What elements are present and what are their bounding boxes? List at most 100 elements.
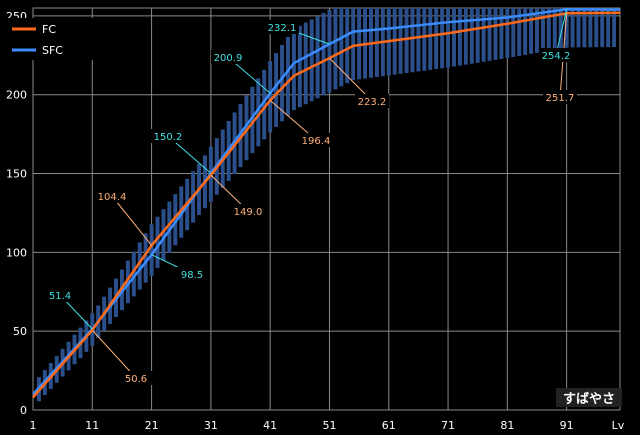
- range-bar: [143, 233, 148, 283]
- range-bar: [546, 8, 551, 51]
- range-bar: [131, 251, 136, 297]
- annotation-bg: [355, 94, 389, 108]
- range-bar: [481, 8, 486, 62]
- range-bar: [511, 8, 516, 57]
- x-tick-label: 11: [85, 419, 99, 432]
- range-bar: [238, 103, 243, 168]
- range-bars: [36, 8, 617, 402]
- range-bar: [570, 8, 575, 48]
- annotation-bg: [43, 288, 77, 302]
- annotation-label: 149.0: [234, 207, 263, 218]
- annotation-bg: [543, 90, 577, 104]
- range-bar: [256, 78, 261, 147]
- annotation-label: 251.7: [546, 93, 575, 104]
- range-bar: [351, 8, 356, 81]
- range-bar: [446, 8, 451, 68]
- range-bar: [428, 8, 433, 70]
- x-tick-label-lv: Lv: [612, 419, 625, 432]
- x-tick-label: 21: [145, 419, 159, 432]
- range-bar: [588, 8, 593, 48]
- annotation-label: 196.4: [302, 136, 331, 147]
- range-bar: [291, 28, 296, 111]
- range-bar: [487, 8, 492, 61]
- x-tick-labels: 1 11 21 31 41 51 61 71 81 91 Lv: [30, 419, 625, 432]
- range-bar: [149, 224, 154, 276]
- range-bar: [327, 9, 332, 93]
- legend-sfc-label: SFC: [42, 44, 63, 57]
- range-bar: [440, 8, 445, 69]
- annotation-bg: [151, 129, 185, 143]
- range-bar: [410, 8, 415, 73]
- legend-box: [6, 18, 98, 60]
- range-bar: [594, 8, 599, 48]
- annotation-leader: [111, 195, 152, 246]
- legend: FC SFC: [6, 18, 98, 60]
- range-bar: [244, 95, 249, 161]
- x-tick-label: 51: [322, 419, 336, 432]
- x-tick-label: 41: [263, 419, 277, 432]
- range-bar: [564, 8, 569, 48]
- range-bar: [475, 8, 480, 63]
- annotation-bg: [265, 20, 299, 34]
- range-bar: [315, 16, 320, 99]
- annotation-label: 223.2: [358, 97, 387, 108]
- range-bar: [558, 8, 563, 49]
- annotation-label: 98.5: [181, 270, 203, 281]
- range-bar: [398, 8, 403, 74]
- x-tick-label: 71: [441, 419, 455, 432]
- y-tick-label: 50: [13, 325, 27, 338]
- y-tick-label: 200: [6, 89, 27, 102]
- range-bar: [339, 8, 344, 87]
- annotation-bg: [299, 133, 333, 147]
- annotations: 51.4 50.6 104.4 98.5 150.2 149.0 200.9 196.4 232…: [43, 20, 577, 385]
- range-bar: [303, 22, 308, 105]
- range-bar: [540, 8, 545, 52]
- range-bar: [493, 8, 498, 60]
- range-bar: [451, 8, 456, 67]
- range-bar: [434, 8, 439, 70]
- range-bar: [582, 8, 587, 48]
- range-bar: [137, 242, 142, 290]
- annotation-label: 50.6: [125, 374, 147, 385]
- annotation-label: 104.4: [98, 192, 127, 203]
- annotation-bg: [119, 371, 153, 385]
- range-bar: [552, 8, 557, 50]
- x-tick-label: 61: [382, 419, 396, 432]
- annotation-label: 150.2: [154, 132, 183, 143]
- annotation-leader: [329, 57, 373, 102]
- range-bar: [534, 8, 539, 53]
- annotation-bg: [211, 50, 245, 64]
- range-bar: [517, 8, 522, 56]
- range-bar: [167, 201, 172, 253]
- range-bar: [333, 8, 338, 90]
- range-bar: [469, 8, 474, 64]
- x-tick-label: 91: [560, 419, 574, 432]
- range-bar: [404, 8, 409, 74]
- range-bar: [321, 12, 326, 96]
- range-bar: [505, 8, 510, 59]
- annotation-bg: [231, 204, 265, 218]
- x-tick-label: 1: [30, 419, 37, 432]
- range-bar: [262, 69, 267, 140]
- range-bar: [600, 8, 605, 48]
- annotation-bg: [95, 189, 129, 203]
- watermark: すばやさ: [556, 388, 622, 407]
- range-bar: [576, 8, 581, 48]
- range-bar: [416, 8, 421, 72]
- annotation-bg: [539, 48, 573, 62]
- annotation-label: 200.9: [214, 53, 243, 64]
- x-tick-label: 81: [500, 419, 514, 432]
- range-bar: [155, 216, 160, 269]
- range-bar: [529, 8, 534, 54]
- range-bar: [606, 8, 611, 48]
- range-bar: [463, 8, 468, 65]
- x-tick-label: 31: [204, 419, 218, 432]
- range-bar: [499, 8, 504, 59]
- range-bar: [422, 8, 427, 71]
- range-bar: [345, 8, 350, 84]
- annotation-label: 51.4: [49, 291, 71, 302]
- range-bar: [285, 36, 290, 116]
- annotation-bg: [175, 267, 209, 281]
- watermark-label: すばやさ: [563, 392, 615, 407]
